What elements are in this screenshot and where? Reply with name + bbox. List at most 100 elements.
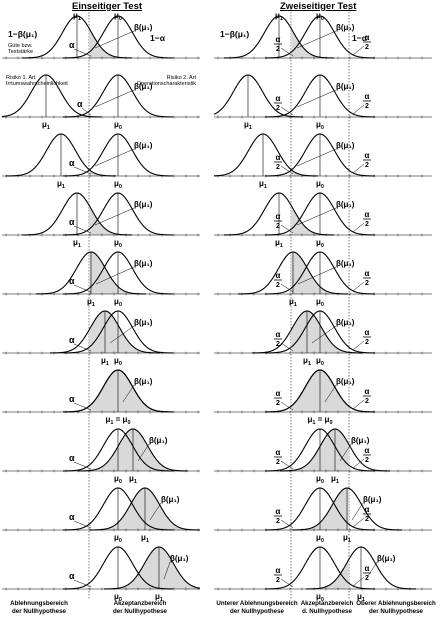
mu1-label: μ1 <box>101 356 109 367</box>
mu1-label: μ1 <box>73 11 81 22</box>
alpha-half-denominator: 2 <box>365 221 369 228</box>
alpha-half-denominator: 2 <box>276 164 280 171</box>
beta-pointer <box>296 30 337 49</box>
alpha-half-numerator: α <box>276 448 281 457</box>
alpha-pointer <box>73 284 92 293</box>
row-1-left-plot: μ1 μ0 α β(μ₁) 1−β(μ₁) 1−α Güte bzw.Teststärke R… <box>2 11 200 87</box>
beta-label: β(μ₁) <box>134 200 153 209</box>
beta-label: β(μ₁) <box>377 554 396 563</box>
mu1-label: μ1 <box>343 533 351 544</box>
alpha-half-numerator: α <box>365 92 370 101</box>
alpha-half-upper-pointer <box>352 45 365 56</box>
mu0-label: μ0 <box>316 11 324 22</box>
alpha-half-lower-label: α2 <box>274 35 282 53</box>
beta-shaded-area <box>89 205 200 235</box>
alpha-label: α <box>69 40 75 50</box>
alpha-half-numerator: α <box>276 507 281 516</box>
alpha-half-upper-label: α2 <box>363 505 371 523</box>
beta-shaded-area <box>89 547 200 589</box>
beta-label: β(μ₁) <box>134 259 153 268</box>
footer-left-acceptance-line-1: Akzeptanzbereich <box>113 600 167 607</box>
mu0-label: μ0 <box>316 533 324 544</box>
alpha-half-upper-pointer <box>352 104 365 115</box>
alpha-half-denominator: 2 <box>276 400 280 407</box>
alpha-half-denominator: 2 <box>365 280 369 287</box>
mu1-label: μ1 <box>57 179 65 190</box>
alpha-pointer <box>73 225 92 234</box>
alpha-half-numerator: α <box>276 153 281 162</box>
alpha-half-lower-pointer <box>280 342 294 352</box>
alpha-half-lower-pointer <box>280 224 294 234</box>
alpha-label: α <box>69 158 75 168</box>
mu0-label: μ0 <box>316 120 324 131</box>
alpha-half-lower-label: α2 <box>274 271 282 289</box>
mu1-label: μ1 <box>73 238 81 249</box>
mu1-label: μ1 <box>42 120 50 131</box>
footer-left-rejection-line-1: Ablehnungsbereich <box>10 600 68 607</box>
beta-label: β(μ₁) <box>134 23 153 32</box>
one-minus-beta-label: 1−β(μ₁) <box>8 29 37 39</box>
alpha-half-numerator: α <box>365 328 370 337</box>
beta-pointer <box>351 502 364 521</box>
footer-left-rejection-region: Ablehnungsbereich der Nullhypothese <box>4 600 74 615</box>
beta-label: β(μ₁) <box>336 259 355 268</box>
mu1-label: μ1 <box>275 11 283 22</box>
beta-pointer <box>122 384 135 403</box>
beta-label: β(μ₁) <box>336 200 355 209</box>
alpha-half-numerator: α <box>365 210 370 219</box>
alpha-half-lower-label: α2 <box>274 566 282 584</box>
mu0-label: μ0 <box>316 356 324 367</box>
footer-left-acceptance-region: Akzeptanzbereich der Nullhypothese <box>100 600 180 615</box>
risk-type-2-line-2: Operationscharakteristik <box>137 81 197 87</box>
alpha-half-numerator: α <box>365 505 370 514</box>
mu0-label: μ0 <box>114 11 122 22</box>
mu0-label: μ0 <box>114 297 122 308</box>
beta-label: β(μ₁) <box>149 436 168 445</box>
mu1-label: μ1 <box>331 474 339 485</box>
alpha-half-denominator: 2 <box>365 44 369 51</box>
beta-pointer <box>94 30 135 49</box>
alpha-half-upper-pointer <box>352 458 365 469</box>
mu1-label: μ1 <box>259 179 267 190</box>
beta-pointer <box>149 502 162 521</box>
beta-pointer <box>109 325 135 344</box>
alpha-half-lower-label: α2 <box>274 212 282 230</box>
beta-label: β(μ₁) <box>134 82 153 91</box>
header-two-sided-test: Zweiseitiger Test <box>280 1 357 12</box>
beta-pointer <box>94 207 135 226</box>
mu0-label: μ0 <box>316 592 324 603</box>
alpha-half-upper-pointer <box>352 163 365 174</box>
beta-pointer <box>95 266 135 285</box>
mu1-label: μ1 <box>155 592 163 603</box>
alpha-half-numerator: α <box>276 389 281 398</box>
mu0-label: μ0 <box>316 474 324 485</box>
risk-type-1-line-2: Irrtumswahrscheinlichkeit <box>6 81 68 87</box>
beta-label: β(μ₁) <box>134 141 153 150</box>
mu0-label: μ0 <box>316 297 324 308</box>
beta-shaded-area <box>291 252 349 294</box>
footer-right-upper-line-1: Oberer Ablehnungsbereich <box>356 600 436 607</box>
beta-shaded-area <box>291 488 349 530</box>
alpha-half-upper-pointer <box>352 340 365 351</box>
alpha-half-lower-label: α2 <box>274 507 282 525</box>
beta-pointer <box>365 561 378 580</box>
alpha-half-numerator: α <box>276 271 281 280</box>
one-minus-alpha-label: 1−α <box>150 33 166 43</box>
alpha-half-lower-pointer <box>280 165 294 175</box>
alternative-hypothesis-curve <box>213 133 319 177</box>
mu1-label: μ1 <box>87 297 95 308</box>
alpha-half-denominator: 2 <box>365 457 369 464</box>
alpha-half-lower-pointer <box>280 106 294 116</box>
alpha-half-numerator: α <box>276 94 281 103</box>
row-10-left-plot: μ1 μ0 α β(μ₁) <box>2 546 201 603</box>
alpha-half-denominator: 2 <box>365 398 369 405</box>
alpha-label: α <box>69 512 75 522</box>
one-minus-beta-label: 1−β(μ₁) <box>220 29 249 39</box>
alternative-hypothesis-curve <box>103 546 201 590</box>
mu1-equals-mu0-label: μ1 = μ0 <box>307 415 332 426</box>
